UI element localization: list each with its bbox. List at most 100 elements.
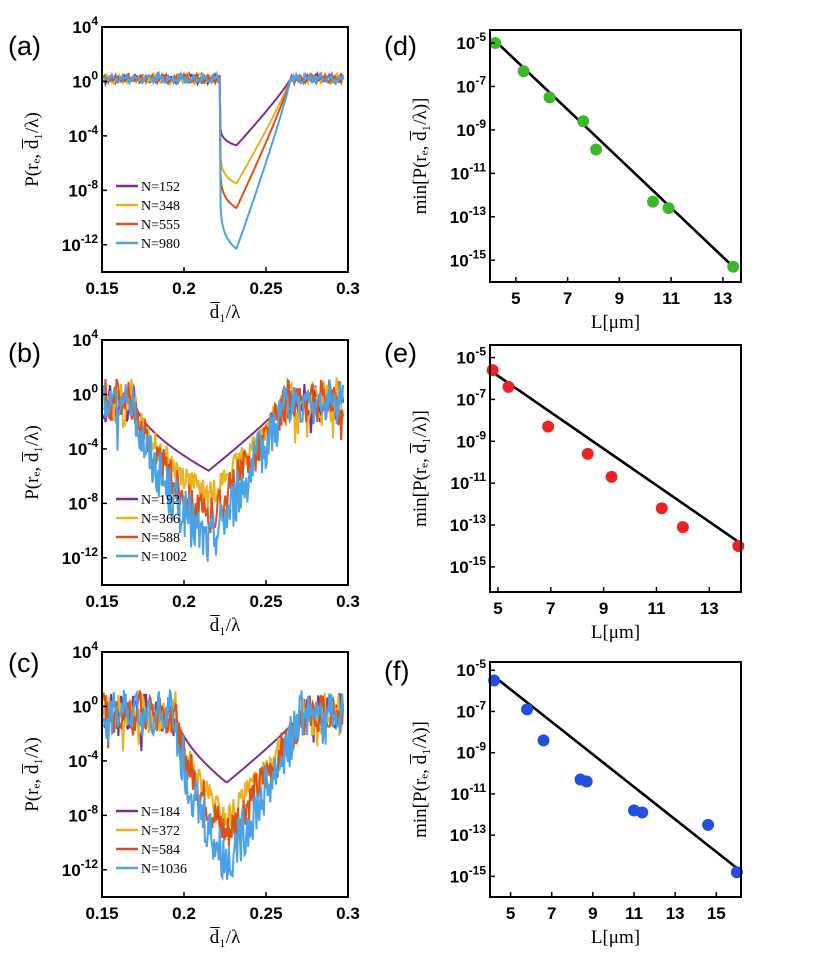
data-point — [543, 91, 556, 104]
x-tick-label: 0.15 — [85, 279, 118, 298]
legend-label: N=366 — [141, 512, 180, 527]
data-point — [577, 115, 590, 128]
x-tick-label: 0.15 — [85, 904, 118, 923]
x-axis-label: L[μm] — [591, 312, 640, 333]
data-point — [502, 380, 515, 393]
x-axis-label: L[μm] — [591, 927, 640, 948]
data-point — [488, 674, 501, 687]
y-tick-label: 10-11 — [450, 160, 486, 183]
x-tick-label: 0.2 — [172, 904, 196, 923]
y-tick-label: 10-5 — [456, 30, 486, 53]
y-axis-label: min[P(rₑ, d̅₁/λ)] — [410, 410, 431, 527]
panel-letter: (d) — [384, 31, 417, 61]
x-tick-label: 13 — [666, 904, 685, 923]
x-tick-label: 7 — [547, 904, 556, 923]
panel-letter: (e) — [384, 338, 417, 368]
axes-frame — [101, 26, 349, 273]
x-axis-label: d̅₁/λ — [210, 927, 241, 948]
legend-label: N=1002 — [141, 550, 187, 565]
panel-letter: (c) — [8, 648, 39, 678]
y-tick-label: 10-9 — [456, 428, 486, 451]
y-tick-label: 10-15 — [450, 247, 487, 270]
fit-line — [494, 39, 735, 268]
data-point — [676, 521, 689, 534]
y-tick-label: 10-12 — [62, 857, 99, 880]
y-axis-label: P(rₑ, d̅₁/λ) — [22, 737, 43, 812]
legend-label: N=1036 — [141, 862, 187, 877]
x-tick-label: 0.25 — [249, 904, 282, 923]
legend-label: N=555 — [141, 218, 180, 233]
y-tick-label: 10-8 — [68, 490, 98, 513]
y-tick-label: 10-11 — [450, 781, 486, 804]
y-tick-label: 100 — [72, 381, 98, 404]
panel-letter: (a) — [8, 31, 41, 61]
legend: N=192 N=366 N=588 N=1002 — [116, 493, 187, 565]
y-axis-label: P(rₑ, d̅₁/λ) — [22, 112, 43, 187]
x-tick-label: 9 — [615, 289, 624, 308]
y-tick-label: 10-13 — [450, 822, 487, 845]
legend-label: N=588 — [141, 531, 180, 546]
y-tick-label: 10-7 — [456, 386, 486, 409]
x-tick-label: 11 — [662, 289, 680, 308]
y-tick-label: 104 — [72, 14, 98, 37]
x-tick-label: 0.3 — [336, 904, 360, 923]
y-tick-label: 10-4 — [68, 436, 98, 459]
y-tick-label: 10-15 — [450, 554, 487, 577]
legend-label: N=372 — [141, 824, 180, 839]
y-tick-label: 10-9 — [456, 117, 486, 140]
series-line-N=1036 — [102, 689, 345, 882]
x-tick-label: 5 — [493, 599, 502, 618]
x-tick-label: 13 — [713, 289, 732, 308]
y-tick-label: 10-15 — [450, 863, 487, 886]
legend-label: N=980 — [141, 237, 180, 252]
y-tick-label: 104 — [72, 639, 98, 662]
y-tick-label: 10-8 — [68, 802, 98, 825]
series-line-N=1002 — [102, 379, 345, 562]
axes-frame — [101, 339, 349, 586]
series-line-N=372 — [102, 691, 344, 828]
data-point — [542, 420, 555, 433]
data-point — [489, 37, 502, 50]
y-tick-label: 10-4 — [68, 123, 98, 146]
plot-area — [493, 675, 738, 870]
x-axis-label: d̅₁/λ — [210, 302, 241, 323]
x-tick-label: 9 — [588, 904, 597, 923]
data-point — [590, 143, 603, 156]
axes-frame — [489, 661, 742, 898]
legend-label: N=348 — [141, 199, 180, 214]
plot-area — [102, 689, 345, 882]
data-point — [636, 806, 649, 819]
x-tick-label: 0.25 — [249, 279, 282, 298]
y-tick-label: 10-9 — [456, 740, 486, 763]
data-point — [730, 866, 743, 879]
series-line-N=152 — [103, 70, 345, 147]
x-tick-label: 5 — [506, 904, 515, 923]
x-tick-label: 0.2 — [172, 592, 196, 611]
y-tick-label: 10-12 — [62, 545, 99, 568]
plot-area — [102, 70, 345, 251]
data-point — [581, 447, 594, 460]
legend: N=184 N=372 N=584 N=1036 — [116, 805, 187, 877]
data-point — [537, 734, 550, 747]
x-tick-label: 9 — [599, 599, 608, 618]
y-tick-label: 10-5 — [456, 345, 486, 368]
legend-label: N=184 — [141, 805, 180, 820]
data-point — [702, 818, 715, 831]
plot-area — [102, 377, 345, 562]
y-tick-label: 10-13 — [450, 204, 487, 227]
data-point — [521, 703, 534, 716]
y-tick-label: 10-4 — [68, 748, 98, 771]
x-tick-label: 0.15 — [85, 592, 118, 611]
data-point — [727, 260, 740, 273]
x-tick-label: 7 — [546, 599, 555, 618]
data-point — [605, 470, 618, 483]
legend: N=152 N=348 N=555 N=980 — [116, 180, 180, 252]
x-axis-label: d̅₁/λ — [210, 615, 241, 636]
x-tick-label: 15 — [707, 904, 726, 923]
panel-b: (b) N=192 N=366 N=588 N=1002 0.15 0.2 0.25 0.3 10… — [8, 327, 360, 636]
y-tick-label: 10-12 — [62, 232, 99, 255]
data-point — [517, 65, 530, 78]
panel-e: (e) 5 7 9 11 13 10-5 10-7 10-9 10-11 10-13 10-15 L[μ… — [384, 338, 745, 643]
x-tick-label: 0.25 — [249, 592, 282, 611]
x-tick-label: 7 — [563, 289, 572, 308]
